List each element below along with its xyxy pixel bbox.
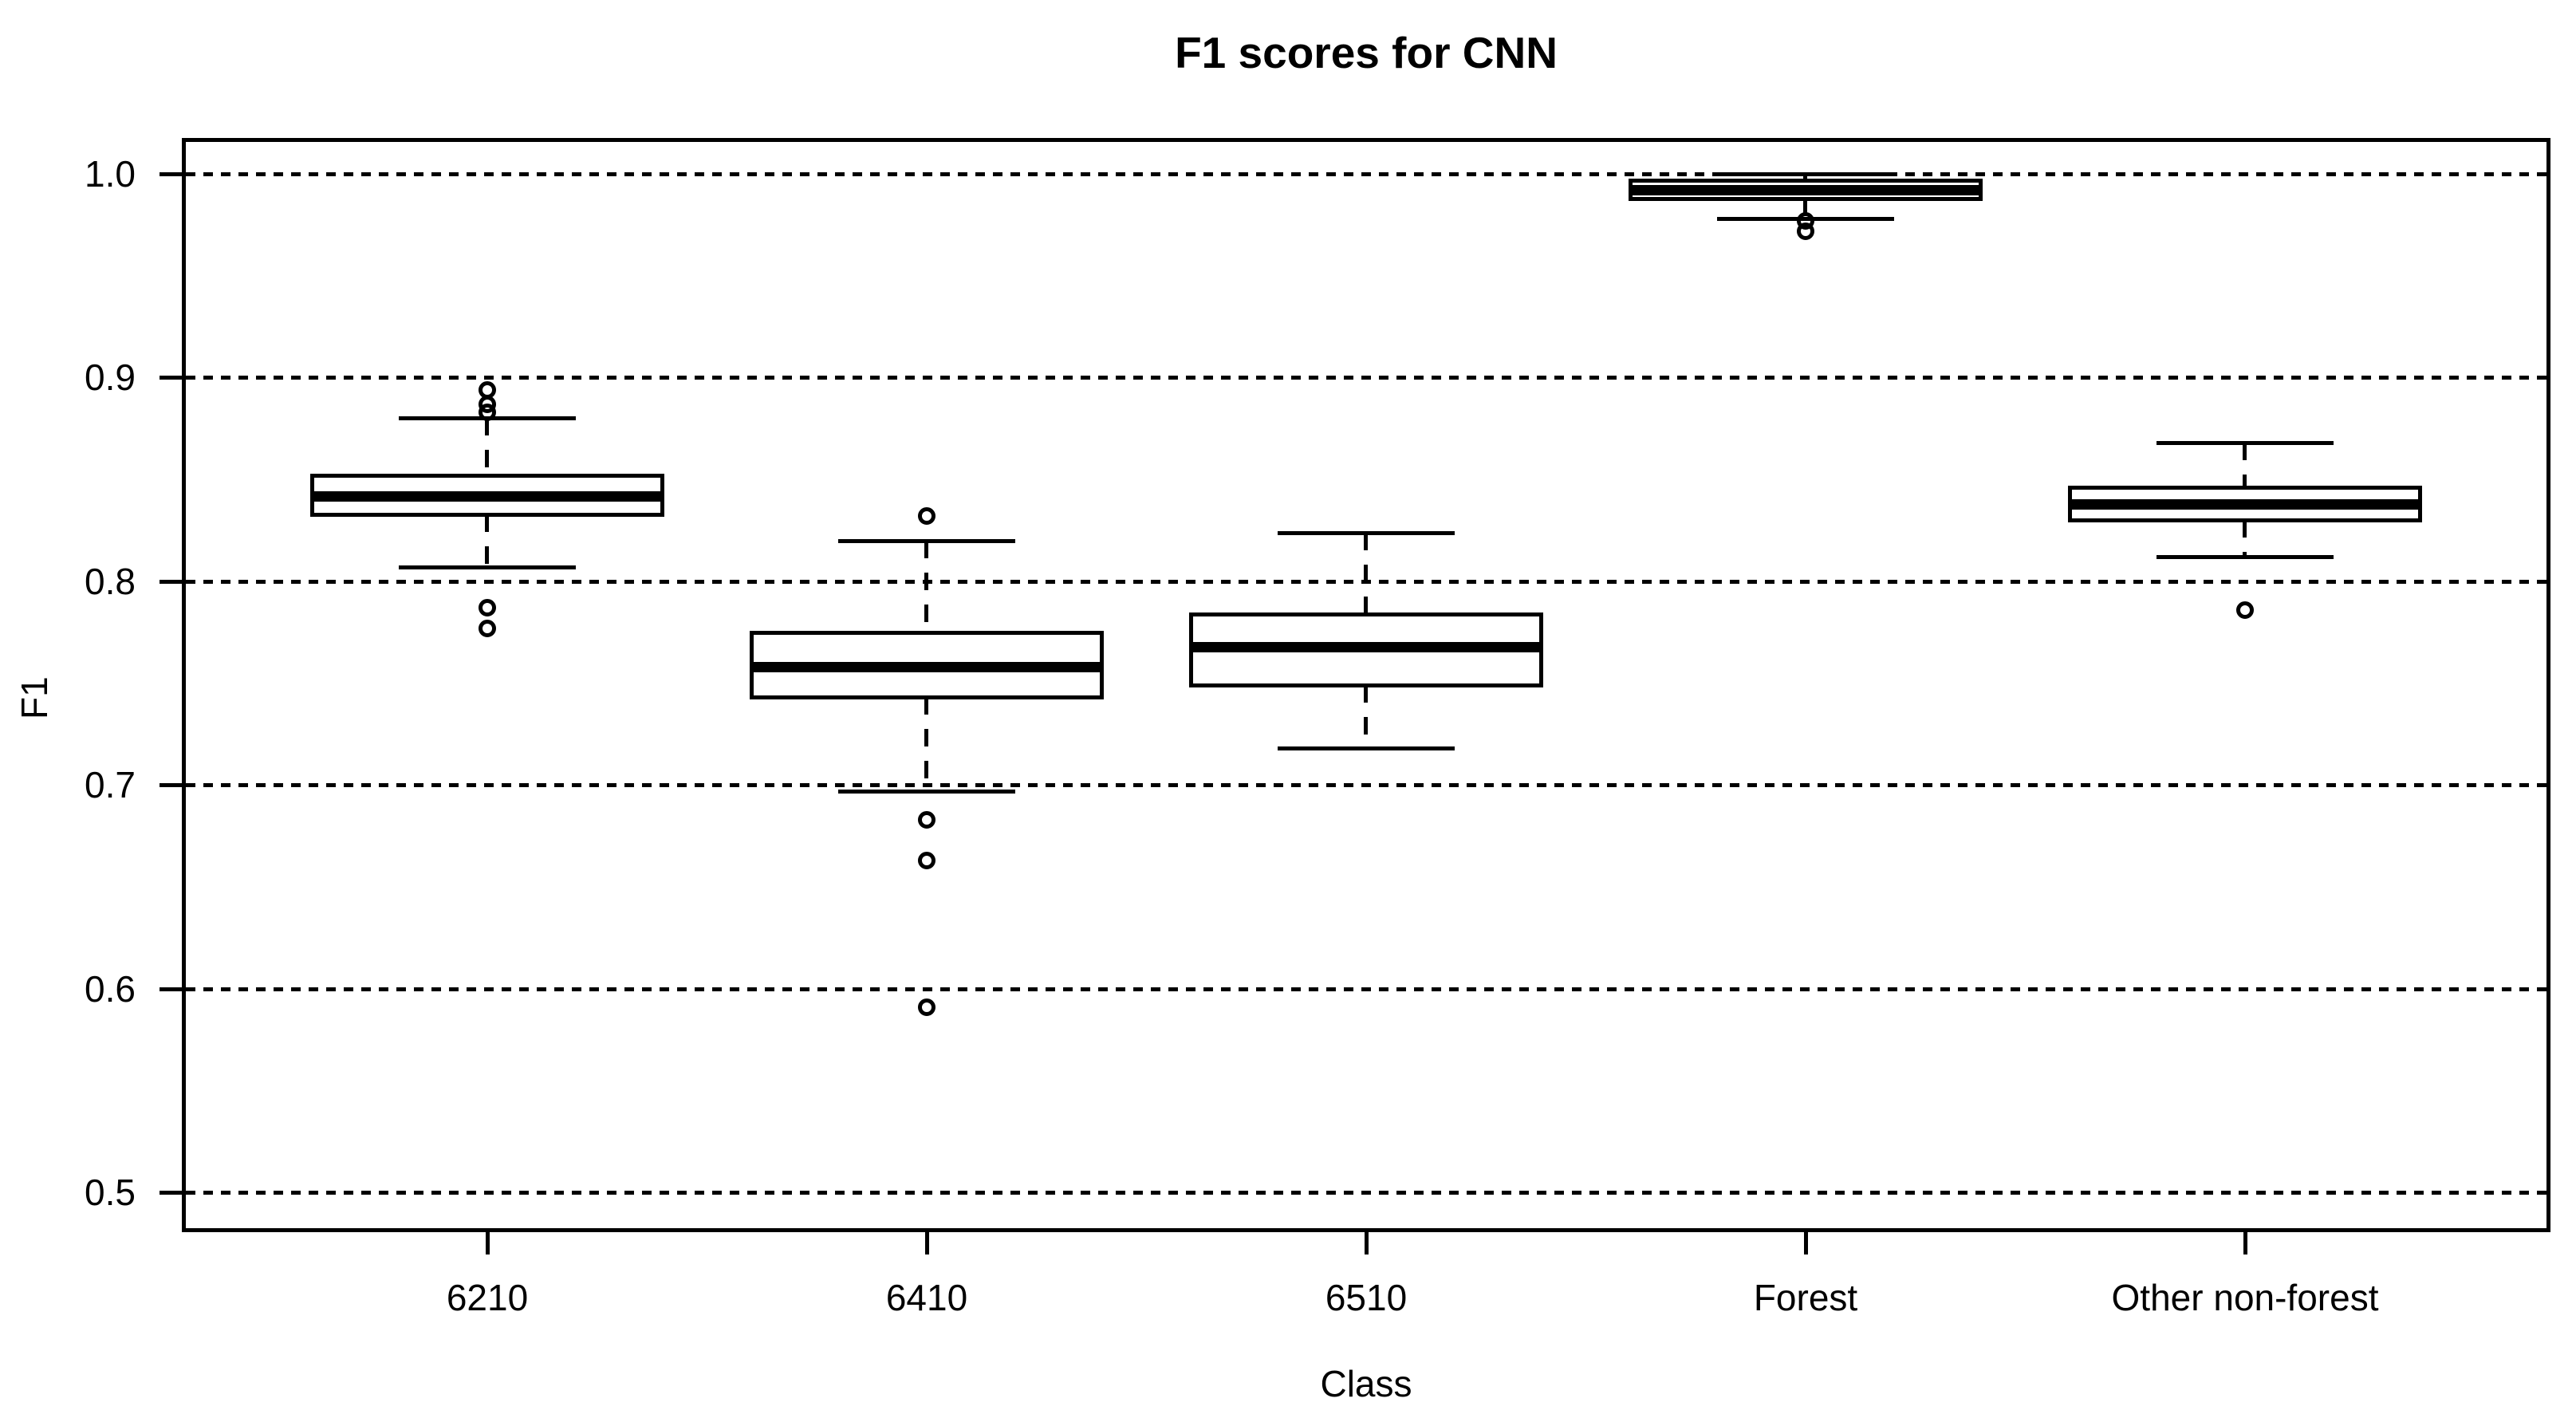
whisker-cap-upper	[1278, 530, 1455, 535]
median-line	[1189, 641, 1543, 652]
chart-title: F1 scores for CNN	[1175, 28, 1558, 77]
outlier-point	[2236, 601, 2254, 619]
y-tick	[160, 783, 186, 788]
x-category-label: 6410	[885, 1277, 968, 1318]
x-category-label: Forest	[1753, 1277, 1858, 1318]
median-line	[2068, 498, 2422, 510]
whisker-upper	[1803, 174, 1807, 180]
outlier-point	[1797, 222, 1814, 240]
y-axis-label: F1	[14, 676, 55, 719]
whisker-lower	[1364, 685, 1368, 749]
y-tick	[160, 1191, 186, 1195]
gridline	[186, 172, 2546, 176]
whisker-cap-lower	[2157, 555, 2334, 560]
whisker-cap-lower	[838, 789, 1015, 794]
outlier-point	[479, 619, 496, 637]
gridline	[186, 987, 2546, 991]
y-tick-label: 1.0	[85, 153, 136, 195]
y-tick-label: 0.8	[85, 560, 136, 602]
y-tick	[160, 579, 186, 584]
median-line	[750, 662, 1104, 673]
x-category-label: 6210	[446, 1277, 529, 1318]
x-category-label: Other non-forest	[2111, 1277, 2379, 1318]
outlier-point	[918, 810, 935, 829]
x-tick	[2243, 1228, 2247, 1254]
whisker-lower	[485, 514, 489, 567]
outlier-point	[479, 599, 496, 616]
gridline	[186, 1191, 2546, 1195]
whisker-cap-upper	[1717, 172, 1894, 176]
whisker-upper	[924, 540, 928, 632]
plot-area	[182, 138, 2550, 1232]
outlier-point	[918, 851, 935, 869]
whisker-cap-upper	[838, 538, 1015, 543]
median-line	[310, 490, 664, 502]
gridline	[186, 783, 2546, 788]
whisker-upper	[1364, 532, 1368, 614]
x-axis-label: Class	[1320, 1363, 1412, 1404]
whisker-upper	[485, 418, 489, 475]
whisker-cap-upper	[2157, 441, 2334, 446]
y-tick	[160, 172, 186, 176]
median-line	[1629, 185, 1983, 196]
y-tick-label: 0.9	[85, 356, 136, 399]
y-tick-label: 0.5	[85, 1172, 136, 1213]
outlier-point	[918, 998, 935, 1016]
whisker-lower	[2243, 520, 2247, 557]
gridline	[186, 376, 2546, 380]
whisker-lower	[1803, 198, 1807, 219]
y-tick	[160, 376, 186, 380]
whisker-cap-lower	[399, 565, 576, 569]
y-tick-label: 0.7	[85, 764, 136, 806]
x-tick	[1804, 1228, 1808, 1254]
outlier-point	[479, 403, 496, 421]
x-tick	[1365, 1228, 1369, 1254]
outlier-point	[918, 507, 935, 526]
x-tick	[486, 1228, 490, 1254]
y-tick	[160, 987, 186, 991]
x-tick	[925, 1228, 929, 1254]
x-category-label: 6510	[1325, 1277, 1408, 1318]
y-tick-label: 0.6	[85, 967, 136, 1010]
whisker-upper	[2243, 443, 2247, 488]
whisker-cap-lower	[1278, 746, 1455, 751]
whisker-lower	[924, 697, 928, 791]
